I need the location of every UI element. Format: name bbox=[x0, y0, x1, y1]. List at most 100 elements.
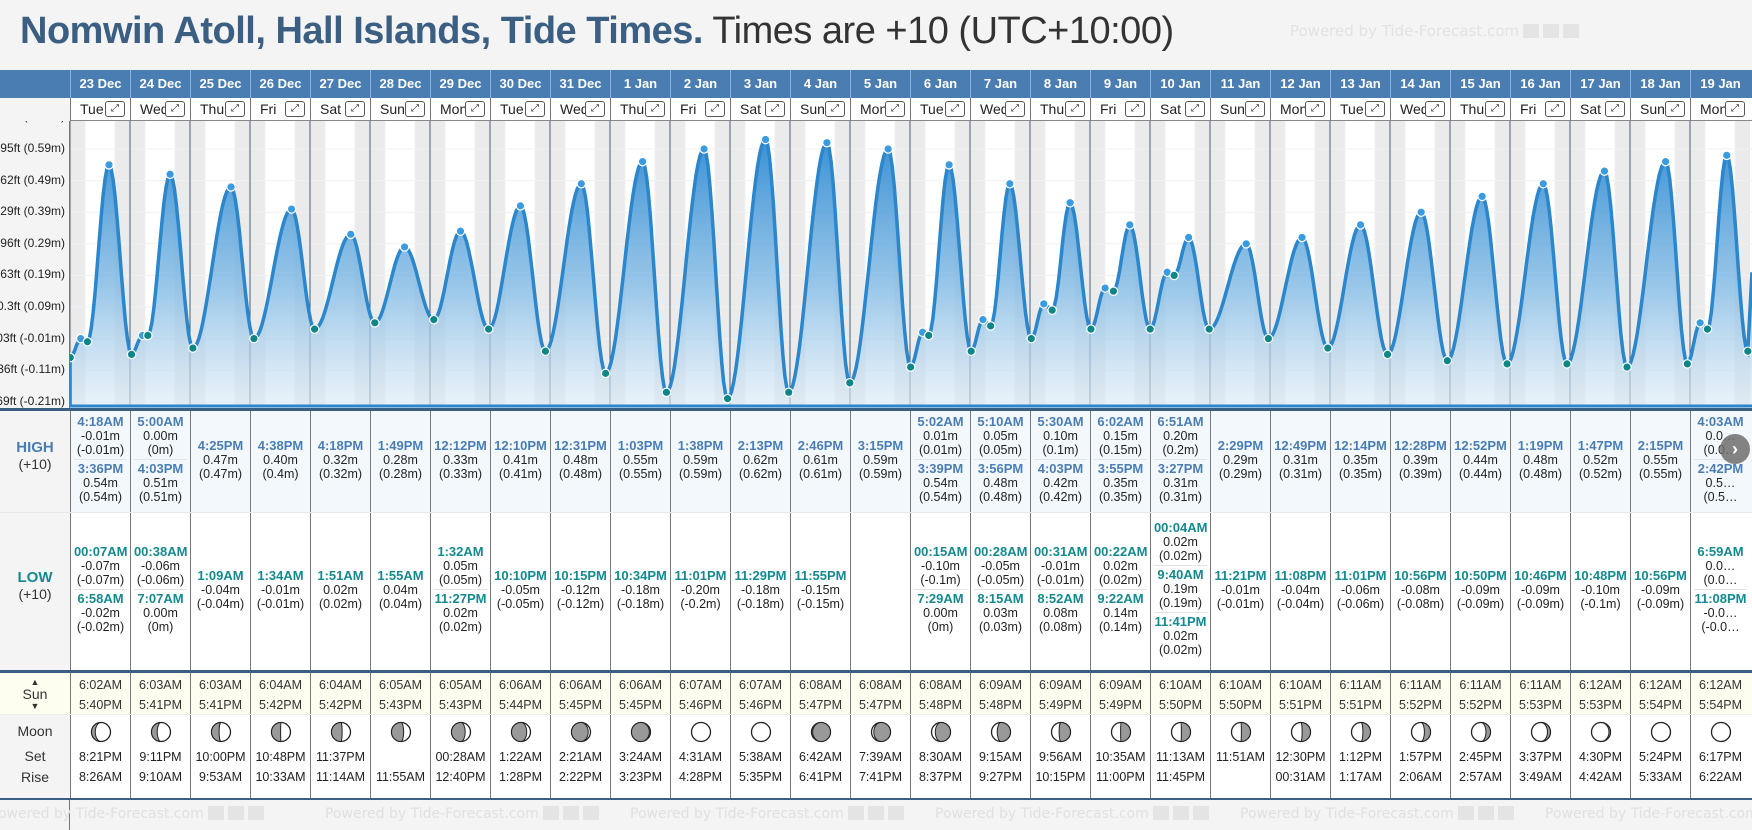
expand-day-icon[interactable]: ⤢ bbox=[885, 101, 905, 117]
expand-day-icon[interactable]: ⤢ bbox=[285, 101, 305, 117]
low-tide-height-alt: (-0.12m) bbox=[556, 597, 605, 611]
expand-day-icon[interactable]: ⤢ bbox=[825, 101, 845, 117]
low-tide-cell: 11:29PM -0.18m (-0.18m) bbox=[730, 513, 790, 670]
y-tick-label: 0.63ft (0.19m) bbox=[0, 267, 65, 282]
next-page-button[interactable]: › bbox=[1720, 434, 1750, 464]
low-tide-stack: 10:56PM -0.08m (-0.08m) bbox=[1391, 567, 1450, 613]
expand-day-icon[interactable]: ⤢ bbox=[465, 101, 485, 117]
expand-day-icon[interactable]: ⤢ bbox=[1605, 101, 1625, 117]
expand-day-icon[interactable]: ⤢ bbox=[645, 101, 665, 117]
expand-day-icon[interactable]: ⤢ bbox=[1725, 101, 1745, 117]
low-tide-height: -0.07m bbox=[81, 559, 120, 573]
high-tide-point bbox=[1660, 156, 1671, 167]
weekday-cell: Fri ⤢ bbox=[670, 98, 730, 121]
moon-cell: 1:57PM 2:06AM bbox=[1390, 715, 1450, 798]
high-tide-height: 0.5… bbox=[1705, 476, 1736, 490]
moonrise-time: 9:53AM bbox=[198, 770, 243, 784]
high-tide-cell: 12:52PM 0.44m (0.44m) bbox=[1450, 411, 1510, 512]
sun-times-cell: 6:03AM 5:41PM bbox=[190, 673, 250, 714]
high-tide-stack: 1:38PM 0.59m (0.59m) bbox=[671, 437, 730, 483]
low-tide-entry: 10:46PM -0.09m (-0.09m) bbox=[1514, 567, 1567, 613]
sunset-time: 5:40PM bbox=[78, 698, 123, 712]
low-tide-cell: 6:59AM 0.0… (0.0… 11:08PM -0.0… (-0.0… bbox=[1690, 513, 1750, 670]
low-tide-cell: 00:15AM -0.10m (-0.1m) 7:29AM 0.00m (0m) bbox=[910, 513, 970, 670]
low-tide-entry: 11:29PM -0.18m (-0.18m) bbox=[734, 567, 787, 613]
low-tide-entry: 9:40AM 0.19m (0.19m) bbox=[1153, 565, 1208, 612]
expand-day-icon[interactable]: ⤢ bbox=[1425, 101, 1445, 117]
moon-times: 5:38AM 5:35PM bbox=[731, 747, 790, 787]
low-tide-entry: 11:21PM -0.01m (-0.01m) bbox=[1214, 567, 1267, 613]
weekday-cell: Sun ⤢ bbox=[1210, 98, 1270, 121]
high-tide-cell: 12:31PM 0.48m (0.48m) bbox=[550, 411, 610, 512]
low-tide-height-alt: (0.02m) bbox=[1098, 573, 1143, 587]
low-tide-point bbox=[1108, 286, 1119, 296]
expand-day-icon[interactable]: ⤢ bbox=[345, 101, 365, 117]
moon-phase-icon bbox=[750, 721, 771, 743]
expand-day-icon[interactable]: ⤢ bbox=[1125, 101, 1145, 117]
powered-by-watermark: Powered by Tide-Forecast.com bbox=[0, 806, 264, 822]
weekday-label: Sun bbox=[800, 101, 825, 117]
high-tide-entry: 1:19PM 0.48m (0.48m) bbox=[1514, 437, 1567, 483]
low-tide-cell bbox=[850, 513, 910, 670]
expand-day-icon[interactable]: ⤢ bbox=[765, 101, 785, 117]
sunset-time: 5:41PM bbox=[198, 698, 243, 712]
expand-day-icon[interactable]: ⤢ bbox=[1365, 101, 1385, 117]
sun-times-cell: 6:05AM 5:43PM bbox=[370, 673, 430, 714]
expand-day-icon[interactable]: ⤢ bbox=[1245, 101, 1265, 117]
sunset-time: 5:47PM bbox=[798, 698, 843, 712]
high-tide-entry: 4:03PM 0.51m (0.51m) bbox=[133, 459, 188, 506]
sunset-time: 5:48PM bbox=[978, 698, 1023, 712]
sun-times-cell: 6:06AM 5:45PM bbox=[610, 673, 670, 714]
expand-day-icon[interactable]: ⤢ bbox=[1065, 101, 1085, 117]
low-tide-entry: 6:59AM 0.0… (0.0… bbox=[1694, 543, 1747, 589]
low-tide-height: 0.00m bbox=[923, 606, 958, 620]
moonrise-time: 11:55AM bbox=[375, 770, 426, 784]
low-tide-time: 00:31AM bbox=[1033, 544, 1088, 559]
expand-day-icon[interactable]: ⤢ bbox=[1545, 101, 1565, 117]
expand-day-icon[interactable]: ⤢ bbox=[585, 101, 605, 117]
weekday-label: Mon bbox=[1280, 101, 1308, 117]
weekday-cell: Tue ⤢ bbox=[910, 98, 970, 121]
expand-day-icon[interactable]: ⤢ bbox=[1005, 101, 1025, 117]
high-tide-height: 0.29m bbox=[1223, 453, 1258, 467]
low-tide-height-alt: (-0.07m) bbox=[76, 573, 125, 587]
sunset-time: 5:53PM bbox=[1518, 698, 1563, 712]
moonset-time: 9:56AM bbox=[1038, 750, 1083, 764]
high-tide-cell: 3:15PM 0.59m (0.59m) bbox=[850, 411, 910, 512]
expand-day-icon[interactable]: ⤢ bbox=[945, 101, 965, 117]
logo-icon bbox=[887, 806, 904, 820]
expand-day-icon[interactable]: ⤢ bbox=[1185, 101, 1205, 117]
moon-times: 1:22AM 1:28PM bbox=[491, 747, 550, 787]
low-tide-point bbox=[1743, 346, 1752, 357]
expand-day-icon[interactable]: ⤢ bbox=[1665, 101, 1685, 117]
expand-day-icon[interactable]: ⤢ bbox=[705, 101, 725, 117]
high-tide-stack: 5:02AM 0.01m (0.01m) 3:39PM 0.54m (0.54m) bbox=[911, 413, 970, 506]
expand-day-icon[interactable]: ⤢ bbox=[405, 101, 425, 117]
moon-times: 9:11PM 9:10AM bbox=[131, 747, 190, 787]
expand-day-icon[interactable]: ⤢ bbox=[225, 101, 245, 117]
high-tide-height: 0.54m bbox=[923, 476, 958, 490]
high-tide-height-alt: (0.39m) bbox=[1398, 467, 1443, 481]
moon-times: 6:17PM 6:22AM bbox=[1691, 747, 1750, 787]
low-tide-cell: 1:32AM 0.05m (0.05m) 11:27PM 0.02m (0.02m) bbox=[430, 513, 490, 670]
moonset-time: 7:39AM bbox=[858, 750, 903, 764]
expand-day-icon[interactable]: ⤢ bbox=[1485, 101, 1505, 117]
sun-times-cell: 6:02AM 5:40PM bbox=[70, 673, 130, 714]
expand-day-icon[interactable]: ⤢ bbox=[165, 101, 185, 117]
expand-day-icon[interactable]: ⤢ bbox=[1305, 101, 1325, 117]
powered-by-watermark: Powered by Tide-Forecast.com bbox=[1545, 806, 1752, 822]
moonrise-time: 9:27PM bbox=[978, 770, 1023, 784]
high-tide-height: 0.59m bbox=[863, 453, 898, 467]
weekday-cell: Sun ⤢ bbox=[1630, 98, 1690, 121]
weekday-label: Mon bbox=[860, 101, 888, 117]
low-tide-height: -0.02m bbox=[81, 606, 120, 620]
weekday-label: Fri bbox=[1100, 101, 1117, 117]
high-tide-stack: 12:52PM 0.44m (0.44m) bbox=[1451, 437, 1510, 483]
expand-day-icon[interactable]: ⤢ bbox=[105, 101, 125, 117]
logo-icon bbox=[847, 806, 864, 820]
high-tide-height: 0.00m bbox=[143, 429, 178, 443]
sunset-time: 5:49PM bbox=[1038, 698, 1083, 712]
high-tide-height: 0.51m bbox=[143, 476, 178, 490]
low-tide-height-alt: (-0.18m) bbox=[616, 597, 665, 611]
expand-day-icon[interactable]: ⤢ bbox=[525, 101, 545, 117]
